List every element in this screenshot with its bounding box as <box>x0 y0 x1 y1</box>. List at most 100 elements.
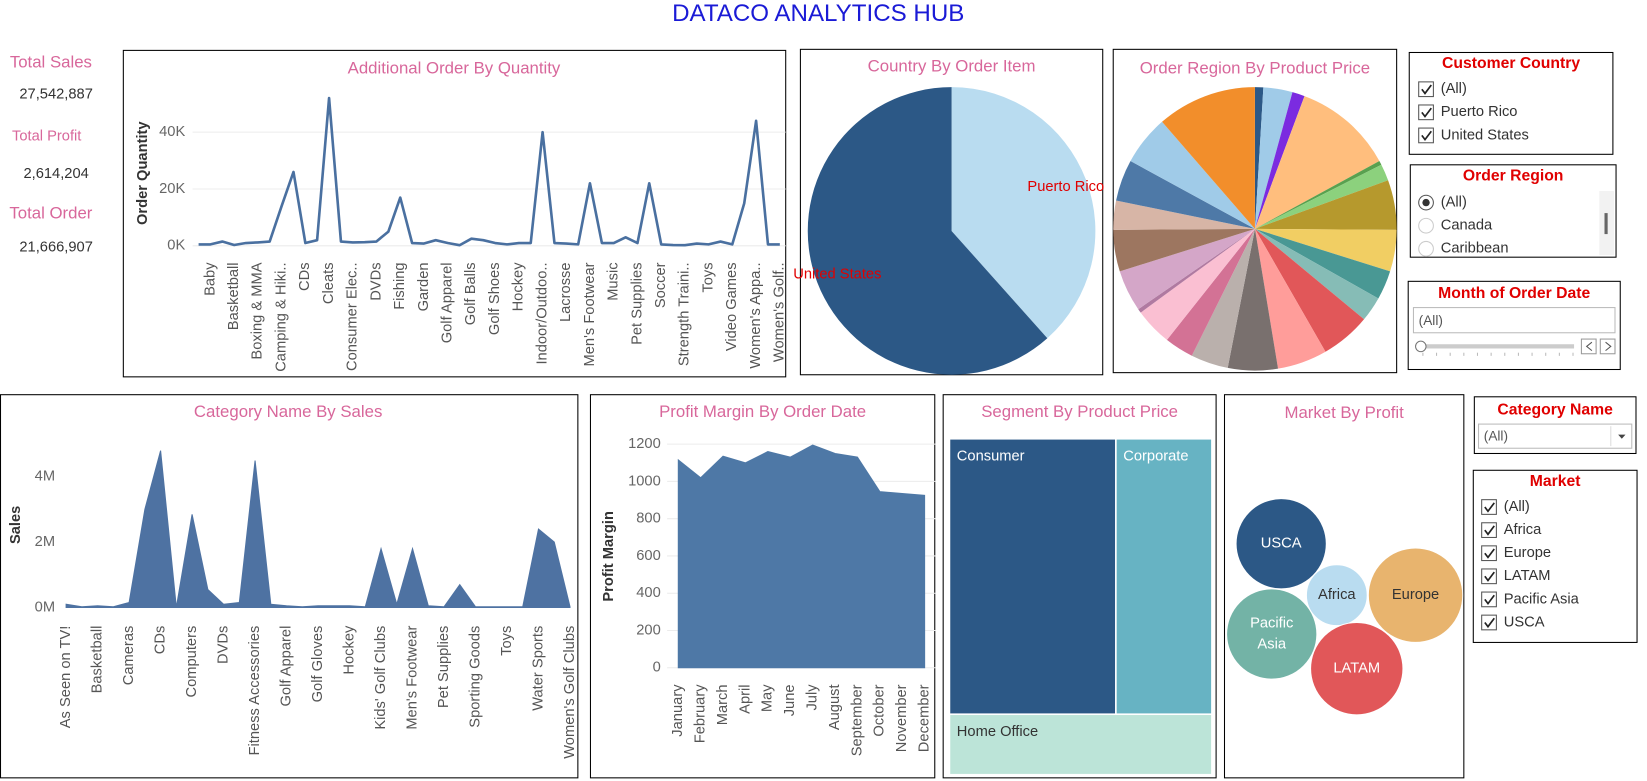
x-tick-label: Sporting Goods <box>467 626 483 728</box>
filter-frame <box>1472 469 1638 643</box>
x-tick-label: Golf Apparel <box>440 262 456 343</box>
chart-title: Profit Margin By Order Date <box>659 402 866 421</box>
treemap-cell <box>948 438 1117 716</box>
scroll-thumb[interactable] <box>1604 213 1608 235</box>
kpi-value: 21,666,907 <box>19 240 93 256</box>
pie-slice <box>1116 161 1255 229</box>
x-tick-label: May <box>760 684 776 712</box>
checkmark <box>1484 525 1495 536</box>
pie-slice <box>1113 228 1255 272</box>
x-tick-label: Cleats <box>321 262 337 304</box>
filter-frame <box>1409 164 1617 258</box>
dropdown-arrow <box>1618 434 1626 439</box>
pie-slice <box>1113 200 1255 230</box>
checkbox[interactable] <box>1481 591 1497 608</box>
filter-option[interactable]: Europe <box>1504 545 1551 561</box>
chart-title: Country By Order Item <box>868 57 1036 76</box>
x-tick-label: Indoor/Outdoo.. <box>534 262 550 364</box>
x-tick-label: June <box>782 684 798 716</box>
checkbox[interactable] <box>1418 104 1434 121</box>
prev-button[interactable] <box>1580 338 1597 355</box>
x-tick-label: DVDs <box>368 262 384 300</box>
x-tick-label: September <box>849 684 865 756</box>
filter-option[interactable]: Africa <box>1504 522 1542 538</box>
chart-title: Additional Order By Quantity <box>348 59 561 78</box>
x-tick-label: Consumer Elec.. <box>345 262 361 371</box>
y-tick-label: 200 <box>636 622 661 638</box>
filter-option[interactable]: Pacific Asia <box>1504 591 1580 607</box>
checkmark <box>1484 571 1495 582</box>
checkmark <box>1484 502 1495 513</box>
x-tick-label: Boxing & MMA <box>250 262 266 359</box>
dropdown[interactable] <box>1478 423 1633 449</box>
x-tick-label: Fitness Accessories <box>247 626 263 756</box>
checkmark <box>1484 594 1495 605</box>
pie-slice <box>1162 87 1255 229</box>
x-tick-label: Men's Footwear <box>582 262 598 366</box>
line <box>198 96 780 247</box>
slider-handle[interactable] <box>1415 340 1427 353</box>
pie-slice <box>1254 228 1397 272</box>
checkbox[interactable] <box>1418 81 1434 98</box>
radio-button[interactable] <box>1418 240 1434 257</box>
pie-slice <box>1254 87 1264 229</box>
filter-option[interactable]: (All) <box>1504 499 1530 515</box>
area <box>677 444 926 669</box>
area <box>65 450 571 608</box>
filter-title: Month of Order Date <box>1438 285 1590 302</box>
y-axis-label: Sales <box>8 506 24 544</box>
x-tick-label: Camping & Hiki.. <box>273 262 289 371</box>
bubble-label: Europe <box>1392 587 1439 603</box>
x-tick-label: Women's Golf.. <box>772 262 788 362</box>
filter-option[interactable]: (All) <box>1441 194 1467 210</box>
filter-title: Category Name <box>1497 402 1613 419</box>
y-tick-label: 1000 <box>628 473 661 489</box>
y-tick-label: 0K <box>167 238 185 254</box>
slider-input[interactable] <box>1412 307 1616 334</box>
y-tick-label: 0 <box>653 660 661 676</box>
x-tick-label: July <box>805 684 821 711</box>
checkbox[interactable] <box>1481 522 1497 538</box>
filter-frame <box>1408 51 1614 155</box>
kpi-label: Total Sales <box>10 52 92 71</box>
chart-title: Category Name By Sales <box>194 402 382 421</box>
filter-option[interactable]: Caribbean <box>1441 241 1509 257</box>
checkbox[interactable] <box>1481 499 1497 515</box>
next-button[interactable] <box>1599 338 1616 355</box>
filter-title: Customer Country <box>1442 55 1580 72</box>
filter-option[interactable]: Canada <box>1441 218 1493 234</box>
filter-option[interactable]: United States <box>1441 127 1529 143</box>
filter-option[interactable]: Puerto Rico <box>1441 104 1518 120</box>
checkbox[interactable] <box>1481 614 1497 631</box>
x-tick-label: Toys <box>499 626 515 656</box>
filter-option[interactable]: USCA <box>1504 614 1545 630</box>
x-tick-label: Golf Balls <box>463 262 479 325</box>
dropdown-value: (All) <box>1484 428 1508 443</box>
radio-button[interactable] <box>1418 217 1434 234</box>
treemap-cell <box>1115 438 1213 716</box>
x-tick-label: Basketball <box>89 626 105 694</box>
filter-option[interactable]: (All) <box>1441 81 1467 97</box>
prev-arrow <box>1585 341 1593 352</box>
checkbox[interactable] <box>1481 545 1497 562</box>
pie-slice <box>1138 228 1255 313</box>
slice-label: United States <box>793 266 881 282</box>
pie-slice <box>1254 164 1389 229</box>
x-tick-label: Baby <box>202 262 218 296</box>
x-tick-label: CDs <box>297 262 313 291</box>
x-tick-label: Basketball <box>226 262 242 330</box>
pie-slice <box>1140 228 1255 340</box>
cell-label: Home Office <box>957 724 1038 740</box>
checkbox[interactable] <box>1418 127 1434 144</box>
bubble <box>1226 588 1318 680</box>
pie-slice <box>1254 161 1382 229</box>
cell-label: Consumer <box>957 449 1025 465</box>
x-tick-label: October <box>872 684 888 736</box>
bubble <box>1235 498 1327 590</box>
x-tick-label: CDs <box>152 626 168 655</box>
filter-option[interactable]: LATAM <box>1504 568 1551 584</box>
x-tick-label: Cameras <box>121 626 137 686</box>
y-tick-label: 20K <box>159 181 185 197</box>
x-tick-label: Pet Supplies <box>436 626 452 708</box>
checkbox[interactable] <box>1481 568 1497 585</box>
